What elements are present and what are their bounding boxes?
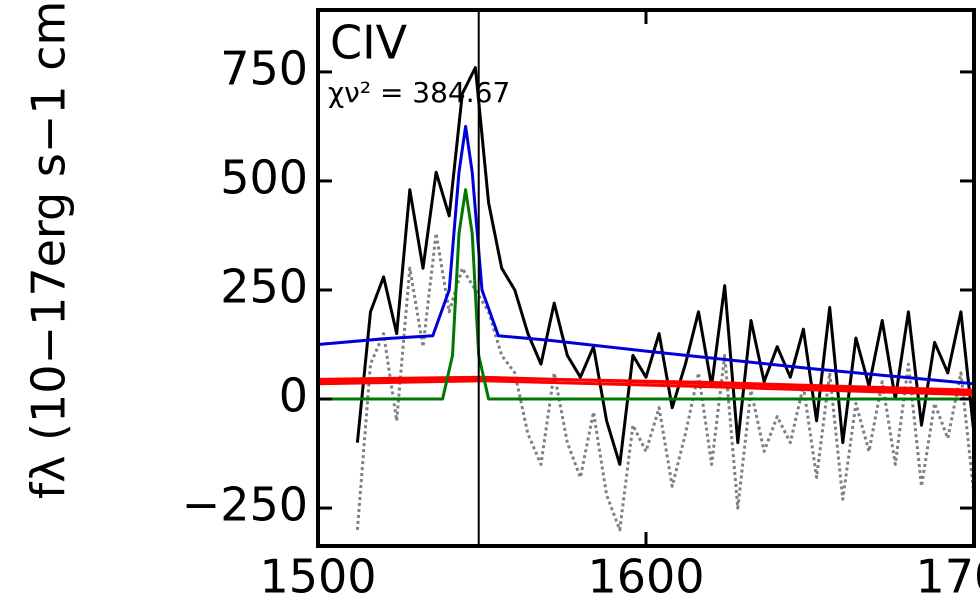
y-tick-label: 500 <box>220 150 308 204</box>
series-line <box>355 231 974 532</box>
series-line <box>318 376 974 392</box>
series-line <box>318 124 974 386</box>
annotation: χν² = 384.67 <box>328 76 510 109</box>
y-tick-label: −250 <box>182 478 308 532</box>
y-tick-label: 750 <box>220 41 308 95</box>
y-tick-label: 250 <box>220 259 308 313</box>
series-line <box>318 188 974 401</box>
annotation: CIV <box>330 16 408 70</box>
x-tick-label: 1700 <box>915 550 980 604</box>
x-tick-label: 1500 <box>259 550 376 604</box>
plot-area <box>318 10 974 546</box>
series-line <box>318 379 974 397</box>
x-tick-label: 1600 <box>587 550 704 604</box>
y-tick-label: 0 <box>279 369 308 423</box>
y-axis-label: fλ (10−17erg s−1 cm−2 Å−1) <box>22 0 76 499</box>
